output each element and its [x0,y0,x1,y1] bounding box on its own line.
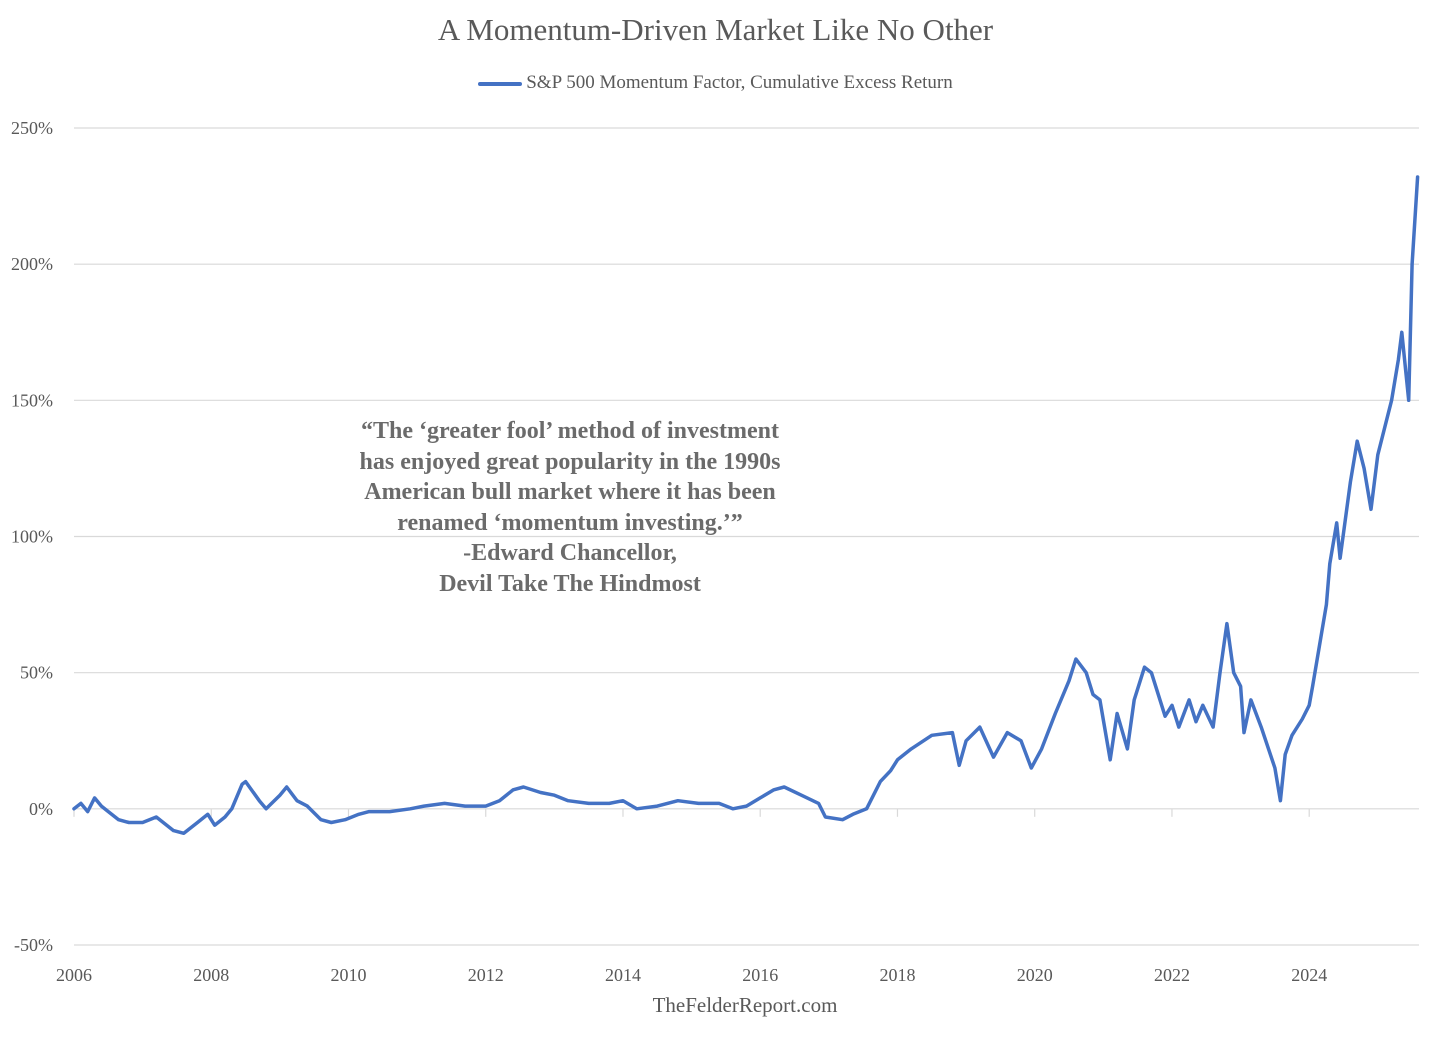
quote-line: Devil Take The Hindmost [439,570,701,597]
x-tick-label: 2012 [468,965,504,985]
x-tick-label: 2020 [1017,965,1053,985]
source-credit: TheFelderReport.com [652,993,838,1017]
y-tick-label: 200% [11,254,53,274]
x-tick-label: 2006 [56,965,92,985]
y-tick-label: -50% [14,935,53,955]
x-tick-label: 2018 [879,965,915,985]
y-tick-label: 50% [20,663,53,683]
gridlines [74,127,1419,946]
quote-line: “The ‘greater fool’ method of investment [361,418,779,444]
series-line-momentum [72,175,1420,836]
y-axis: -50% 0% 50% 100% 150% 200% 250% [11,118,53,955]
quote-annotation: “The ‘greater fool’ method of investment… [300,416,840,599]
x-tick-label: 2022 [1154,965,1190,985]
quote-line: has enjoyed great popularity in the 1990… [359,448,781,475]
x-tick-label: 2008 [193,965,229,985]
legend-swatch [478,81,523,86]
quote-line: renamed ‘momentum investing.’” [397,509,743,536]
quote-line: -Edward Chancellor, [463,540,677,566]
legend-label: S&P 500 Momentum Factor, Cumulative Exce… [526,72,953,93]
y-tick-label: 250% [11,118,53,138]
x-tick-label: 2014 [605,965,641,985]
x-tick-label: 2010 [330,965,366,985]
y-tick-label: 150% [11,390,53,410]
legend: S&P 500 Momentum Factor, Cumulative Exce… [0,72,1431,94]
y-tick-label: 0% [29,799,53,819]
quote-line: American bull market where it has been [364,479,776,505]
x-tick-label: 2016 [742,965,778,985]
x-axis: 2006 2008 2010 2012 2014 2016 2018 2020 2022 2024 [56,808,1327,985]
x-tick-label: 2024 [1291,965,1327,985]
y-tick-label: 100% [11,527,53,547]
chart-title: A Momentum-Driven Market Like No Other [437,12,994,47]
